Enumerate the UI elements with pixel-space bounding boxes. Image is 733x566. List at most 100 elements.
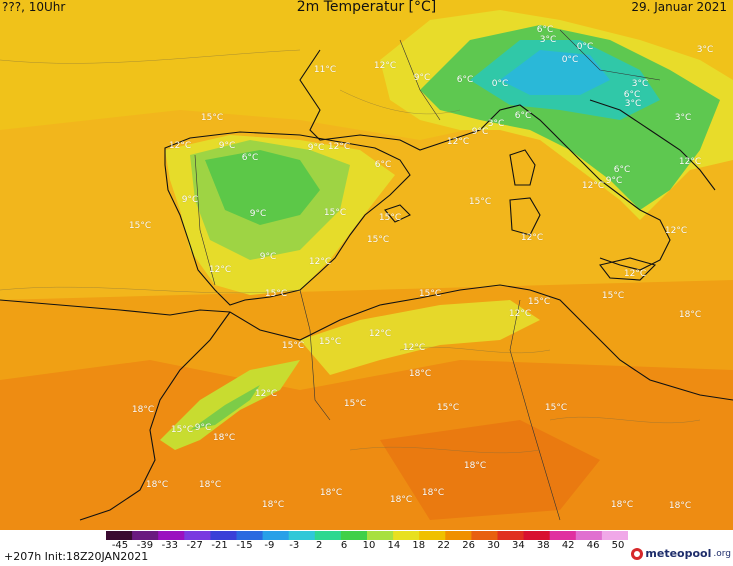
hot-zone-core [380, 420, 600, 520]
temperature-label: 6°C [456, 75, 474, 85]
coastlines [0, 49, 733, 521]
temperature-label: 18°C [319, 488, 343, 498]
temperature-label: 18°C [212, 433, 236, 443]
temperature-label: 12°C [402, 343, 426, 353]
temperature-label: 15°C [378, 213, 402, 223]
legend-color-segment [184, 531, 211, 540]
legend-tick-label: 38 [536, 540, 550, 551]
legend-tick-label: 46 [586, 540, 600, 551]
legend-color-segment [236, 531, 264, 540]
model-run-label: ???, 10Uhr [2, 0, 66, 14]
legend-color-segment [314, 531, 342, 540]
map-title: 2m Temperatur [°C] [296, 0, 437, 15]
iberia-cold [205, 150, 320, 225]
temperature-label: 12°C [373, 61, 397, 71]
temperature-label: 18°C [463, 461, 487, 471]
legend-color-segment [601, 531, 628, 540]
temperature-label: 15°C [601, 291, 625, 301]
legend-tick-label: -39 [136, 540, 154, 551]
temperature-label: 12°C [664, 226, 688, 236]
temperature-label: 12°C [168, 141, 192, 151]
temperature-label: 12°C [623, 269, 647, 279]
legend-color-segment [523, 531, 551, 540]
meteopool-logo[interactable]: meteopool .org [631, 547, 731, 560]
temperature-label: 3°C [631, 79, 649, 89]
temperature-label: 3°C [674, 113, 692, 123]
temperature-label: 18°C [678, 310, 702, 320]
temperature-label: 0°C [491, 79, 509, 89]
temperature-label: 15°C [436, 403, 460, 413]
legend-tick-label: -3 [289, 540, 300, 551]
temperature-label: 11°C [313, 65, 337, 75]
temperature-label: 6°C [241, 153, 259, 163]
legend-color-segment [497, 531, 525, 540]
temperature-label: 6°C [374, 160, 392, 170]
legend-tick-label: -15 [236, 540, 253, 551]
color-scale-legend [106, 531, 628, 540]
legend-tick-label: -9 [264, 540, 275, 551]
temperature-label: 18°C [668, 501, 692, 511]
temperature-label: 15°C [128, 221, 152, 231]
temperature-label: 3°C [487, 119, 505, 129]
contours [0, 49, 701, 454]
legend-color-segment [132, 531, 159, 540]
meteopool-icon [631, 547, 644, 560]
temperature-label: 9°C [413, 73, 431, 83]
temperature-label: 0°C [561, 55, 579, 65]
temperature-label: 15°C [468, 197, 492, 207]
legend-tick-label: 30 [487, 540, 500, 551]
temperature-label: 15°C [527, 297, 551, 307]
temperature-label: 15°C [418, 289, 442, 299]
legend-tick-label: 14 [387, 540, 401, 551]
legend-tick-label: 42 [561, 540, 575, 551]
temperature-label: 15°C [323, 208, 347, 218]
init-info: +207h Init:18Z20JAN2021 [4, 550, 149, 563]
temperature-label: 3°C [624, 99, 642, 109]
legend-color-segment [419, 531, 446, 540]
legend-tick-label: 50 [611, 540, 625, 551]
temperature-label: 6°C [514, 111, 532, 121]
temperature-label: 15°C [343, 399, 367, 409]
legend-tick-label: 34 [512, 540, 525, 551]
temperature-label: 12°C [446, 137, 470, 147]
legend-color-segment [367, 531, 394, 540]
alps-freezing [500, 50, 610, 95]
temperature-label: 9°C [181, 195, 199, 205]
temperature-label: 18°C [421, 488, 445, 498]
legend-color-segment [210, 531, 237, 540]
temperature-label: 18°C [261, 500, 285, 510]
legend-tick-label: 18 [412, 540, 426, 551]
temperature-label: 12°C [308, 257, 332, 267]
legend-color-segment [471, 531, 498, 540]
temperature-label: 18°C [145, 480, 169, 490]
legend-tick-label: -45 [111, 540, 129, 551]
valid-date: 29. Januar 2021 [631, 0, 727, 14]
temperature-label: 18°C [198, 480, 222, 490]
temperature-label: 9°C [605, 176, 623, 186]
temperature-label: 12°C [254, 389, 278, 399]
temperature-label: 12°C [581, 181, 605, 191]
legend-color-segment [262, 531, 290, 540]
legend-color-segment [288, 531, 316, 540]
coastal-band [300, 300, 540, 375]
temperature-label: 3°C [696, 45, 714, 55]
legend-tick-label: -21 [211, 540, 228, 551]
temperature-label: 6°C [623, 90, 641, 100]
temperature-label: 6°C [536, 25, 554, 35]
temperature-label: 18°C [389, 495, 413, 505]
temperature-label: 9°C [194, 423, 212, 433]
legend-color-segment [549, 531, 577, 540]
temperature-label: 12°C [208, 265, 232, 275]
legend-tick-label: 26 [462, 540, 475, 551]
temperature-label: 15°C [281, 341, 305, 351]
brand-suffix: .org [713, 548, 731, 559]
temperature-label: 12°C [508, 309, 532, 319]
temperature-label: 9°C [471, 127, 489, 137]
legend-color-segment [340, 531, 368, 540]
temperature-label: 18°C [131, 405, 155, 415]
legend-tick-label: 2 [316, 540, 323, 551]
legend-color-segment [158, 531, 185, 540]
legend-tick-label: -27 [186, 540, 203, 551]
temperature-label: 15°C [200, 113, 224, 123]
